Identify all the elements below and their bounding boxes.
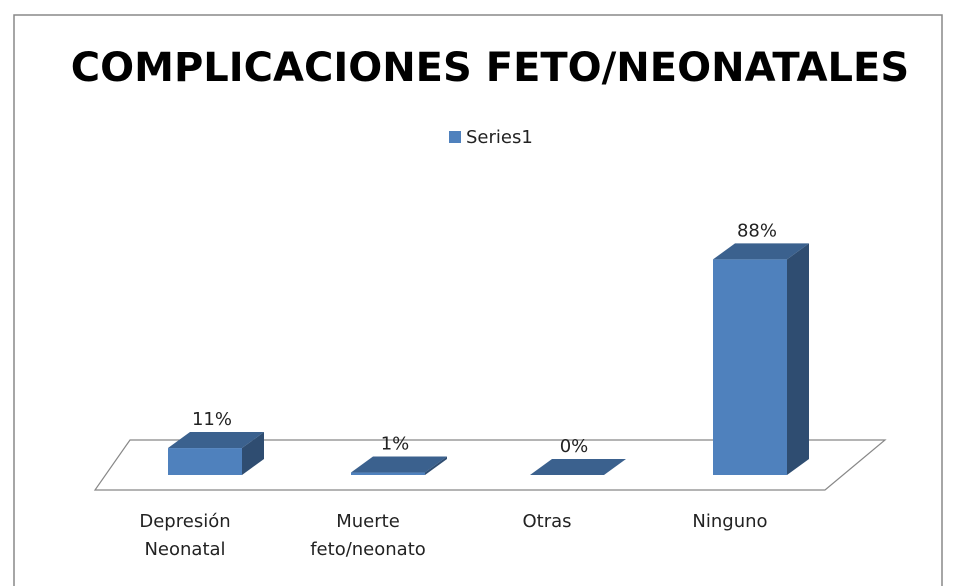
bar-top [713,243,809,260]
bar-side [242,432,264,475]
bar-top [168,432,264,449]
bar-front [713,259,787,475]
bar [168,432,264,475]
bar-top [530,459,626,475]
data-label: 1% [381,434,410,455]
legend-label: Series1 [466,127,533,148]
bar [351,456,447,475]
bar-side [425,456,447,475]
bar [713,243,809,475]
data-label: 11% [192,409,232,430]
bar-front [168,448,242,475]
legend-swatch [449,131,461,143]
data-label: 0% [560,436,589,457]
x-tick-label: Depresión Neonatal [139,511,231,560]
data-label: 88% [737,220,777,241]
bar-side [787,243,809,475]
x-tick-label: Otras [522,511,572,532]
bar-front [351,472,425,475]
x-tick-label: Ninguno [692,511,768,532]
chart-border [13,14,943,586]
bar-top [351,456,447,473]
floor [93,439,887,491]
x-tick-label: Muerte feto/neonato [310,511,426,560]
chart-title: COMPLICACIONES FETO/NEONATALES [71,45,909,91]
bar [530,459,626,475]
